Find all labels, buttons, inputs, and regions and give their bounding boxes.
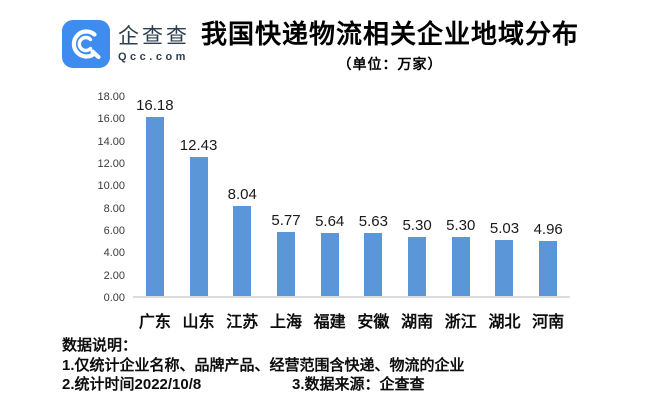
bar-value-label: 4.96 (533, 220, 563, 238)
x-axis-label: 湖北 (488, 314, 521, 331)
logo-text: 企查查 Qcc.com (118, 24, 190, 64)
bar-value-label: 8.04 (227, 186, 257, 204)
chart-subtitle: （单位：万家） (337, 56, 443, 72)
bar-cell: 8.04 (220, 97, 264, 296)
bar-value-label: 5.77 (271, 211, 301, 229)
bar (145, 117, 164, 296)
y-tick-label: 12.00 (97, 158, 125, 170)
bar-value-label: 12.43 (179, 137, 218, 155)
x-axis-label: 广东 (138, 314, 171, 331)
bar-cell: 5.64 (308, 97, 352, 296)
bar-cell: 5.77 (264, 97, 308, 296)
bar (364, 233, 383, 296)
notes-line1: 1.仅统计企业名称、品牌产品、经营范围含快递、物流的企业 (62, 356, 465, 374)
bar (539, 240, 558, 296)
bar-cell: 16.18 (133, 97, 177, 296)
bar (451, 236, 470, 296)
data-notes: 数据说明： 1.仅统计企业名称、品牌产品、经营范围含快递、物流的企业 2.统计时… (62, 336, 622, 395)
qichacha-logo: 企查查 Qcc.com (62, 20, 190, 68)
x-axis: 广东 山东 江苏 上海 福建 安徽 湖南 浙江 湖北 河南 (133, 308, 570, 332)
logo-domain: Qcc.com (118, 51, 189, 63)
logo-name: 企查查 (118, 25, 190, 48)
notes-heading: 数据说明： (62, 337, 138, 354)
bar-value-label: 5.63 (358, 213, 388, 231)
bar-cell: 5.30 (439, 97, 483, 296)
bar-value-label: 5.64 (315, 213, 345, 231)
bar (320, 233, 339, 296)
y-tick-label: 14.00 (97, 135, 125, 148)
bar-cell: 12.43 (177, 97, 221, 296)
qichacha-logo-icon (62, 20, 110, 68)
x-axis-label: 安徽 (357, 314, 390, 331)
notes-line2: 2.统计时间2022/10/8 3.数据来源：企查查 (62, 375, 622, 395)
y-axis: 18.00 16.00 14.00 12.00 10.00 8.00 6.00 4.00 2.0… (0, 91, 125, 304)
bar-value-label: 5.30 (446, 216, 476, 234)
x-axis-label: 山东 (182, 314, 215, 331)
plot-area: 16.18 12.43 8.04 5.77 5.64 5.63 5.30 5.30 5.03 4.… (133, 97, 570, 298)
y-tick-label: 2.00 (103, 269, 125, 282)
y-tick-label: 10.00 (97, 180, 125, 193)
x-axis-label: 河南 (532, 314, 565, 331)
bar-cell: 4.96 (526, 97, 570, 296)
bar-cell: 5.03 (483, 97, 527, 296)
bar-chart: 18.00 16.00 14.00 12.00 10.00 8.00 6.00 4.00 2.0… (0, 90, 660, 332)
bar (276, 231, 295, 296)
y-tick-label: 8.00 (103, 202, 125, 215)
x-axis-label: 福建 (313, 314, 346, 331)
notes-data-source: 3.数据来源：企查查 (292, 376, 425, 393)
bar-cell: 5.63 (352, 97, 396, 296)
bar-value-label: 16.18 (136, 97, 174, 114)
y-tick-label: 16.00 (97, 113, 125, 126)
bar (189, 157, 208, 296)
x-axis-label: 上海 (269, 314, 302, 331)
x-axis-label: 江苏 (226, 314, 259, 331)
y-tick-label: 6.00 (103, 225, 125, 237)
bar (233, 206, 252, 296)
chart-title: 我国快递物流相关企业地域分布 (200, 19, 579, 49)
x-axis-label: 湖南 (401, 314, 434, 331)
bar-cell: 5.30 (395, 97, 439, 296)
bar-value-label: 5.03 (489, 219, 520, 237)
bar (495, 239, 514, 296)
bar-value-label: 5.30 (402, 216, 432, 234)
notes-stat-date: 2.统计时间2022/10/8 (62, 376, 202, 393)
y-tick-label: 4.00 (103, 247, 125, 260)
header-titles: 我国快递物流相关企业地域分布 （单位：万家） (120, 18, 660, 74)
y-tick-label: 18.00 (97, 91, 125, 103)
x-axis-label: 浙江 (444, 314, 477, 331)
bar (408, 236, 427, 296)
y-tick-label: 0.00 (103, 292, 125, 304)
